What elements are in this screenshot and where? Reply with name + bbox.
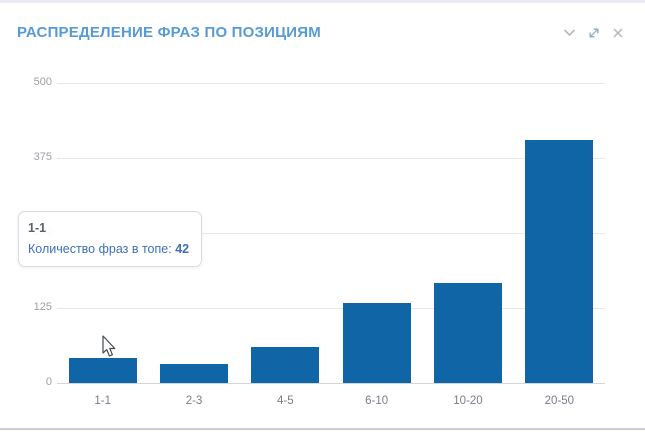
tooltip-category: 1-1 bbox=[28, 221, 47, 235]
x-axis-category-label: 1-1 bbox=[94, 395, 111, 407]
gridline bbox=[57, 158, 605, 159]
chart-tooltip: 1-1 Количество фраз в топе: 42 bbox=[18, 211, 203, 267]
bar-4-5[interactable] bbox=[251, 347, 320, 383]
chevron-down-icon bbox=[563, 29, 576, 37]
panel-title: РАСПРЕДЕЛЕНИЕ ФРАЗ ПО ПОЗИЦИЯМ bbox=[17, 24, 321, 41]
expand-button[interactable] bbox=[586, 25, 601, 40]
mouse-cursor bbox=[102, 335, 116, 357]
y-axis-tick-label: 375 bbox=[33, 151, 52, 163]
tooltip-text: Количество фраз в топе: 42 bbox=[28, 242, 189, 256]
x-axis-category-label: 10-20 bbox=[453, 395, 483, 407]
tooltip-value: 42 bbox=[175, 242, 190, 256]
expand-icon bbox=[589, 28, 598, 37]
x-axis-category-label: 20-50 bbox=[544, 395, 575, 407]
x-axis-category-label: 6-10 bbox=[365, 395, 389, 407]
panel-top-border bbox=[0, 0, 645, 3]
bar-2-3[interactable] bbox=[160, 364, 228, 383]
panel-bottom-border bbox=[0, 428, 645, 430]
y-axis-tick-label: 500 bbox=[33, 76, 52, 88]
bar-1-1[interactable] bbox=[68, 358, 137, 383]
tooltip-label: Количество фраз в топе: bbox=[28, 242, 172, 256]
gridline bbox=[57, 233, 605, 234]
bar-20-50[interactable] bbox=[525, 140, 594, 383]
y-axis-tick-label: 125 bbox=[33, 301, 52, 313]
y-axis-tick-label: 0 bbox=[45, 376, 52, 388]
gridline bbox=[57, 383, 605, 384]
panel-controls bbox=[562, 25, 625, 40]
bar-10-20[interactable] bbox=[434, 283, 502, 383]
close-icon bbox=[612, 27, 623, 38]
gridline bbox=[57, 83, 605, 84]
x-axis-category-label: 2-3 bbox=[185, 395, 203, 407]
close-button[interactable] bbox=[610, 25, 625, 40]
x-axis-category-label: 4-5 bbox=[277, 395, 294, 407]
collapse-button[interactable] bbox=[562, 25, 577, 40]
bar-6-10[interactable] bbox=[342, 303, 411, 383]
gridline bbox=[57, 308, 605, 309]
